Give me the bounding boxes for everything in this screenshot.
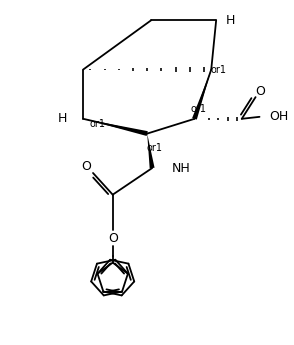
Text: or1: or1	[210, 65, 226, 75]
Text: H: H	[58, 112, 67, 125]
Polygon shape	[192, 70, 211, 120]
Text: or1: or1	[191, 104, 206, 114]
Text: H: H	[225, 14, 235, 27]
Polygon shape	[147, 134, 155, 168]
Text: OH: OH	[269, 110, 289, 123]
Text: O: O	[81, 160, 91, 172]
Polygon shape	[83, 119, 148, 136]
Text: NH: NH	[172, 161, 191, 175]
Text: or1: or1	[146, 144, 162, 154]
Text: O: O	[108, 231, 118, 245]
Text: O: O	[255, 85, 265, 98]
Text: or1: or1	[90, 119, 106, 129]
